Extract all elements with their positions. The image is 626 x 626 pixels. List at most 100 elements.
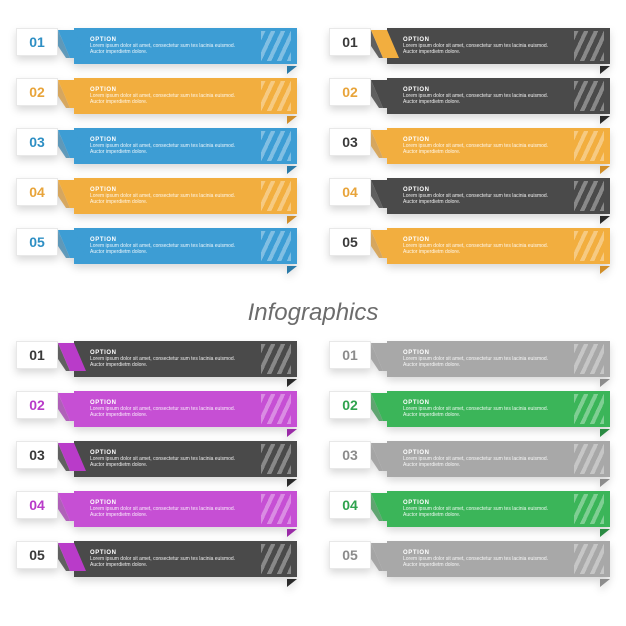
option-bar: OPTIONLorem ipsum dolor sit amet, consec… xyxy=(74,491,297,527)
ribbon-tail-icon xyxy=(287,379,297,387)
connector-shape xyxy=(54,493,86,521)
option-banner: OPTIONLorem ipsum dolor sit amet, consec… xyxy=(329,541,610,585)
connector-shape xyxy=(54,80,86,108)
connector-shape xyxy=(367,230,399,258)
option-bar: OPTIONLorem ipsum dolor sit amet, consec… xyxy=(74,178,297,214)
ribbon-tail-icon xyxy=(287,529,297,537)
option-bar: OPTIONLorem ipsum dolor sit amet, consec… xyxy=(74,441,297,477)
infographics-title: Infographics xyxy=(248,299,379,327)
option-banner: OPTIONLorem ipsum dolor sit amet, consec… xyxy=(329,341,610,385)
step-number: 04 xyxy=(342,184,358,200)
option-banner: OPTIONLorem ipsum dolor sit amet, consec… xyxy=(16,491,297,535)
option-banner: OPTIONLorem ipsum dolor sit amet, consec… xyxy=(16,391,297,435)
option-bar: OPTIONLorem ipsum dolor sit amet, consec… xyxy=(74,28,297,64)
option-description: Lorem ipsum dolor sit amet, consectetur … xyxy=(90,143,250,156)
connector-shape xyxy=(367,543,399,571)
connector-shape xyxy=(367,393,399,421)
step-number-badge: 05 xyxy=(16,228,58,256)
step-number: 03 xyxy=(29,447,45,463)
step-number: 03 xyxy=(29,134,45,150)
ribbon-tail-icon xyxy=(600,429,610,437)
step-number: 02 xyxy=(342,397,358,413)
option-description: Lorem ipsum dolor sit amet, consectetur … xyxy=(90,506,250,519)
step-number: 04 xyxy=(342,497,358,513)
option-description: Lorem ipsum dolor sit amet, consectetur … xyxy=(90,406,250,419)
option-banner: OPTIONLorem ipsum dolor sit amet, consec… xyxy=(16,178,297,222)
option-banner: OPTIONLorem ipsum dolor sit amet, consec… xyxy=(16,78,297,122)
connector-shape xyxy=(367,443,399,471)
option-description: Lorem ipsum dolor sit amet, consectetur … xyxy=(403,243,563,256)
quadrant-top-right: OPTIONLorem ipsum dolor sit amet, consec… xyxy=(313,0,626,313)
option-banner: OPTIONLorem ipsum dolor sit amet, consec… xyxy=(16,228,297,272)
option-banner: OPTIONLorem ipsum dolor sit amet, consec… xyxy=(329,491,610,535)
step-number: 04 xyxy=(29,184,45,200)
connector-shape xyxy=(54,393,86,421)
step-number-badge: 02 xyxy=(329,391,371,419)
step-number: 02 xyxy=(29,397,45,413)
option-bar: OPTIONLorem ipsum dolor sit amet, consec… xyxy=(387,541,610,577)
connector-shape xyxy=(54,130,86,158)
option-banner: OPTIONLorem ipsum dolor sit amet, consec… xyxy=(329,228,610,272)
option-description: Lorem ipsum dolor sit amet, consectetur … xyxy=(90,193,250,206)
ribbon-tail-icon xyxy=(287,266,297,274)
option-description: Lorem ipsum dolor sit amet, consectetur … xyxy=(403,556,563,569)
ribbon-tail-icon xyxy=(600,379,610,387)
connector-shape xyxy=(367,180,399,208)
option-bar: OPTIONLorem ipsum dolor sit amet, consec… xyxy=(387,341,610,377)
step-number: 03 xyxy=(342,134,358,150)
option-bar: OPTIONLorem ipsum dolor sit amet, consec… xyxy=(387,441,610,477)
connector-shape xyxy=(367,30,399,58)
option-description: Lorem ipsum dolor sit amet, consectetur … xyxy=(90,93,250,106)
ribbon-tail-icon xyxy=(287,116,297,124)
ribbon-tail-icon xyxy=(600,66,610,74)
option-bar: OPTIONLorem ipsum dolor sit amet, consec… xyxy=(387,28,610,64)
connector-shape xyxy=(367,343,399,371)
step-number-badge: 05 xyxy=(329,541,371,569)
option-description: Lorem ipsum dolor sit amet, consectetur … xyxy=(403,93,563,106)
step-number: 01 xyxy=(342,34,358,50)
ribbon-tail-icon xyxy=(287,579,297,587)
step-number-badge: 04 xyxy=(329,178,371,206)
step-number-badge: 02 xyxy=(329,78,371,106)
step-number: 05 xyxy=(29,547,45,563)
option-bar: OPTIONLorem ipsum dolor sit amet, consec… xyxy=(387,178,610,214)
option-description: Lorem ipsum dolor sit amet, consectetur … xyxy=(403,43,563,56)
step-number-badge: 01 xyxy=(16,28,58,56)
connector-shape xyxy=(54,30,86,58)
option-banner: OPTIONLorem ipsum dolor sit amet, consec… xyxy=(329,128,610,172)
option-description: Lorem ipsum dolor sit amet, consectetur … xyxy=(403,406,563,419)
step-number: 04 xyxy=(29,497,45,513)
step-number-badge: 04 xyxy=(329,491,371,519)
connector-shape xyxy=(54,443,86,471)
connector-shape xyxy=(367,130,399,158)
step-number: 05 xyxy=(342,547,358,563)
step-number: 03 xyxy=(342,447,358,463)
step-number-badge: 02 xyxy=(16,78,58,106)
step-number-badge: 05 xyxy=(16,541,58,569)
option-banner: OPTIONLorem ipsum dolor sit amet, consec… xyxy=(16,541,297,585)
option-description: Lorem ipsum dolor sit amet, consectetur … xyxy=(403,456,563,469)
step-number-badge: 03 xyxy=(16,441,58,469)
step-number-badge: 01 xyxy=(329,341,371,369)
ribbon-tail-icon xyxy=(600,166,610,174)
step-number: 01 xyxy=(29,34,45,50)
option-description: Lorem ipsum dolor sit amet, consectetur … xyxy=(90,556,250,569)
quadrant-bottom-left: OPTIONLorem ipsum dolor sit amet, consec… xyxy=(0,313,313,626)
connector-shape xyxy=(54,230,86,258)
step-number-badge: 02 xyxy=(16,391,58,419)
step-number: 05 xyxy=(342,234,358,250)
option-description: Lorem ipsum dolor sit amet, consectetur … xyxy=(90,356,250,369)
option-bar: OPTIONLorem ipsum dolor sit amet, consec… xyxy=(74,228,297,264)
connector-shape xyxy=(367,80,399,108)
option-description: Lorem ipsum dolor sit amet, consectetur … xyxy=(90,43,250,56)
option-bar: OPTIONLorem ipsum dolor sit amet, consec… xyxy=(74,341,297,377)
step-number-badge: 03 xyxy=(329,441,371,469)
option-banner: OPTIONLorem ipsum dolor sit amet, consec… xyxy=(16,128,297,172)
option-bar: OPTIONLorem ipsum dolor sit amet, consec… xyxy=(74,391,297,427)
connector-shape xyxy=(54,543,86,571)
ribbon-tail-icon xyxy=(600,216,610,224)
option-banner: OPTIONLorem ipsum dolor sit amet, consec… xyxy=(16,441,297,485)
option-banner: OPTIONLorem ipsum dolor sit amet, consec… xyxy=(329,178,610,222)
option-banner: OPTIONLorem ipsum dolor sit amet, consec… xyxy=(16,341,297,385)
step-number-badge: 01 xyxy=(16,341,58,369)
